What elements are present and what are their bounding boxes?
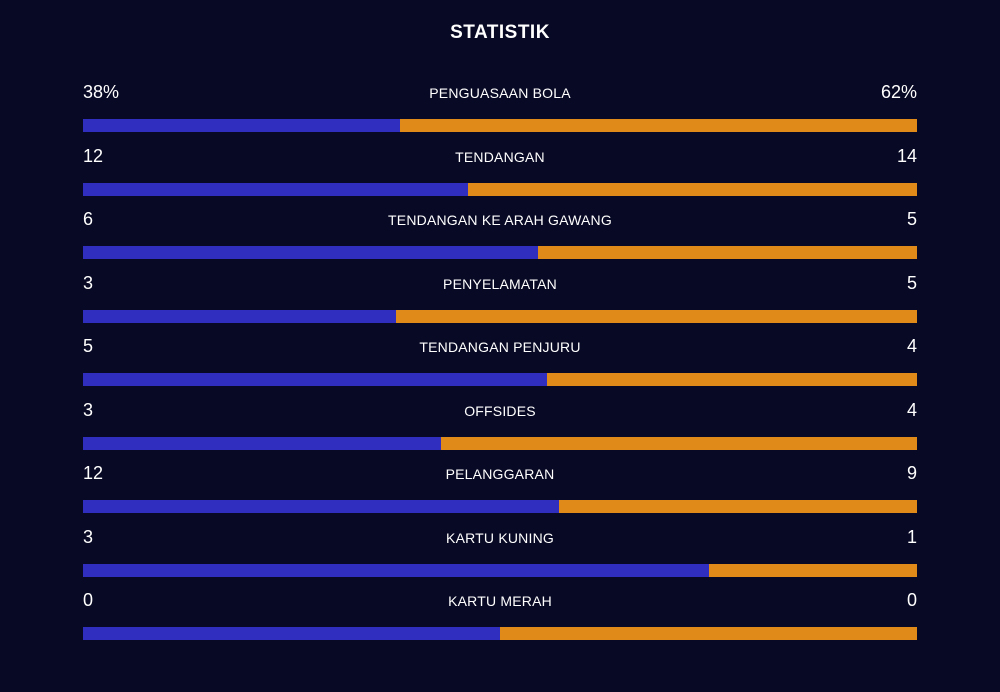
stat-row-shots-on-target: 6 TENDANGAN KE ARAH GAWANG 5 [83,207,917,271]
comparison-bar [83,500,917,513]
home-value: 3 [83,272,94,293]
stats-list: 38% PENGUASAAN BOLA 62% 12 TENDANGAN 14 … [83,80,917,652]
comparison-bar [83,309,917,323]
stat-row-red-cards: 0 KARTU MERAH 0 [83,588,917,652]
home-value: 3 [83,526,94,547]
stat-label: TENDANGAN [455,148,545,165]
comparison-bar [83,436,917,450]
stat-row-fouls: 12 PELANGGARAN 9 [83,461,917,525]
away-value: 0 [906,590,917,610]
stats-title: STATISTIK [450,22,550,43]
home-value: 12 [83,463,104,483]
stat-label: TENDANGAN PENJURU [419,339,581,355]
stat-label: PENGUASAAN BOLA [429,85,571,101]
away-bar-fill [399,119,917,132]
home-bar-fill [83,182,469,196]
away-value: 5 [906,272,917,293]
home-value: 12 [83,145,104,166]
away-bar-fill [537,246,917,259]
away-bar-fill [500,627,917,640]
away-bar-fill [708,563,917,577]
away-value: 4 [906,399,917,420]
stat-label: TENDANGAN KE ARAH GAWANG [388,212,612,228]
home-bar-fill [83,373,547,386]
home-bar-fill [83,500,560,513]
stat-label: KARTU MERAH [448,593,552,609]
home-bar-fill [83,436,441,450]
home-bar-fill [83,246,538,259]
away-bar-fill [468,182,917,196]
away-value: 14 [896,145,917,166]
away-bar-fill [395,309,917,323]
home-bar-fill [83,119,400,132]
away-bar-fill [546,373,917,386]
stat-row-yellow-cards: 3 KARTU KUNING 1 [83,525,917,589]
comparison-bar [83,373,917,386]
away-value: 5 [906,209,917,229]
stat-row-corners: 5 TENDANGAN PENJURU 4 [83,334,917,398]
comparison-bar [83,627,917,640]
stat-label: OFFSIDES [464,402,536,419]
away-value: 9 [906,463,917,483]
stat-row-offsides: 3 OFFSIDES 4 [83,398,917,462]
home-bar-fill [83,627,500,640]
home-value: 0 [83,590,94,610]
away-bar-fill [559,500,917,513]
home-value: 3 [83,399,94,420]
home-value: 6 [83,209,94,229]
comparison-bar [83,563,917,577]
stat-label: KARTU KUNING [446,529,554,546]
stat-label: PENYELAMATAN [443,275,557,292]
stat-row-saves: 3 PENYELAMATAN 5 [83,271,917,335]
comparison-bar [83,119,917,132]
home-bar-fill [83,563,709,577]
stat-row-possession: 38% PENGUASAAN BOLA 62% [83,80,917,144]
comparison-bar [83,246,917,259]
away-value: 1 [906,526,917,547]
away-bar-fill [440,436,917,450]
home-value: 5 [83,336,94,356]
away-value: 4 [906,336,917,356]
away-value: 62% [880,82,917,102]
stat-row-shots: 12 TENDANGAN 14 [83,144,917,208]
stat-label: PELANGGARAN [445,466,555,482]
home-bar-fill [83,309,396,323]
comparison-bar [83,182,917,196]
home-value: 38% [83,82,120,102]
